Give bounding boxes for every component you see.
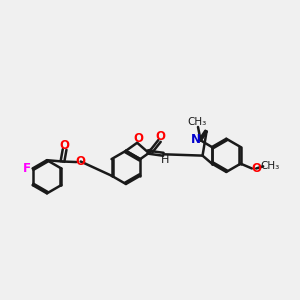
Text: O: O [133,132,143,145]
Text: CH₃: CH₃ [260,161,280,171]
Text: F: F [23,162,31,175]
Text: H: H [160,154,169,165]
Text: O: O [76,155,86,168]
Text: O: O [251,162,261,175]
Text: O: O [155,130,165,143]
Text: O: O [60,139,70,152]
Text: N: N [191,133,201,146]
Text: CH₃: CH₃ [187,117,206,127]
